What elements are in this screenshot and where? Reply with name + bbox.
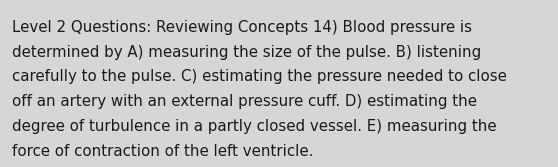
Text: Level 2 Questions: Reviewing Concepts 14) Blood pressure is: Level 2 Questions: Reviewing Concepts 14…	[12, 20, 472, 35]
Text: force of contraction of the left ventricle.: force of contraction of the left ventric…	[12, 144, 314, 159]
Text: off an artery with an external pressure cuff. D) estimating the: off an artery with an external pressure …	[12, 94, 477, 109]
Text: degree of turbulence in a partly closed vessel. E) measuring the: degree of turbulence in a partly closed …	[12, 119, 497, 134]
Text: carefully to the pulse. C) estimating the pressure needed to close: carefully to the pulse. C) estimating th…	[12, 69, 507, 85]
Text: determined by A) measuring the size of the pulse. B) listening: determined by A) measuring the size of t…	[12, 45, 482, 60]
